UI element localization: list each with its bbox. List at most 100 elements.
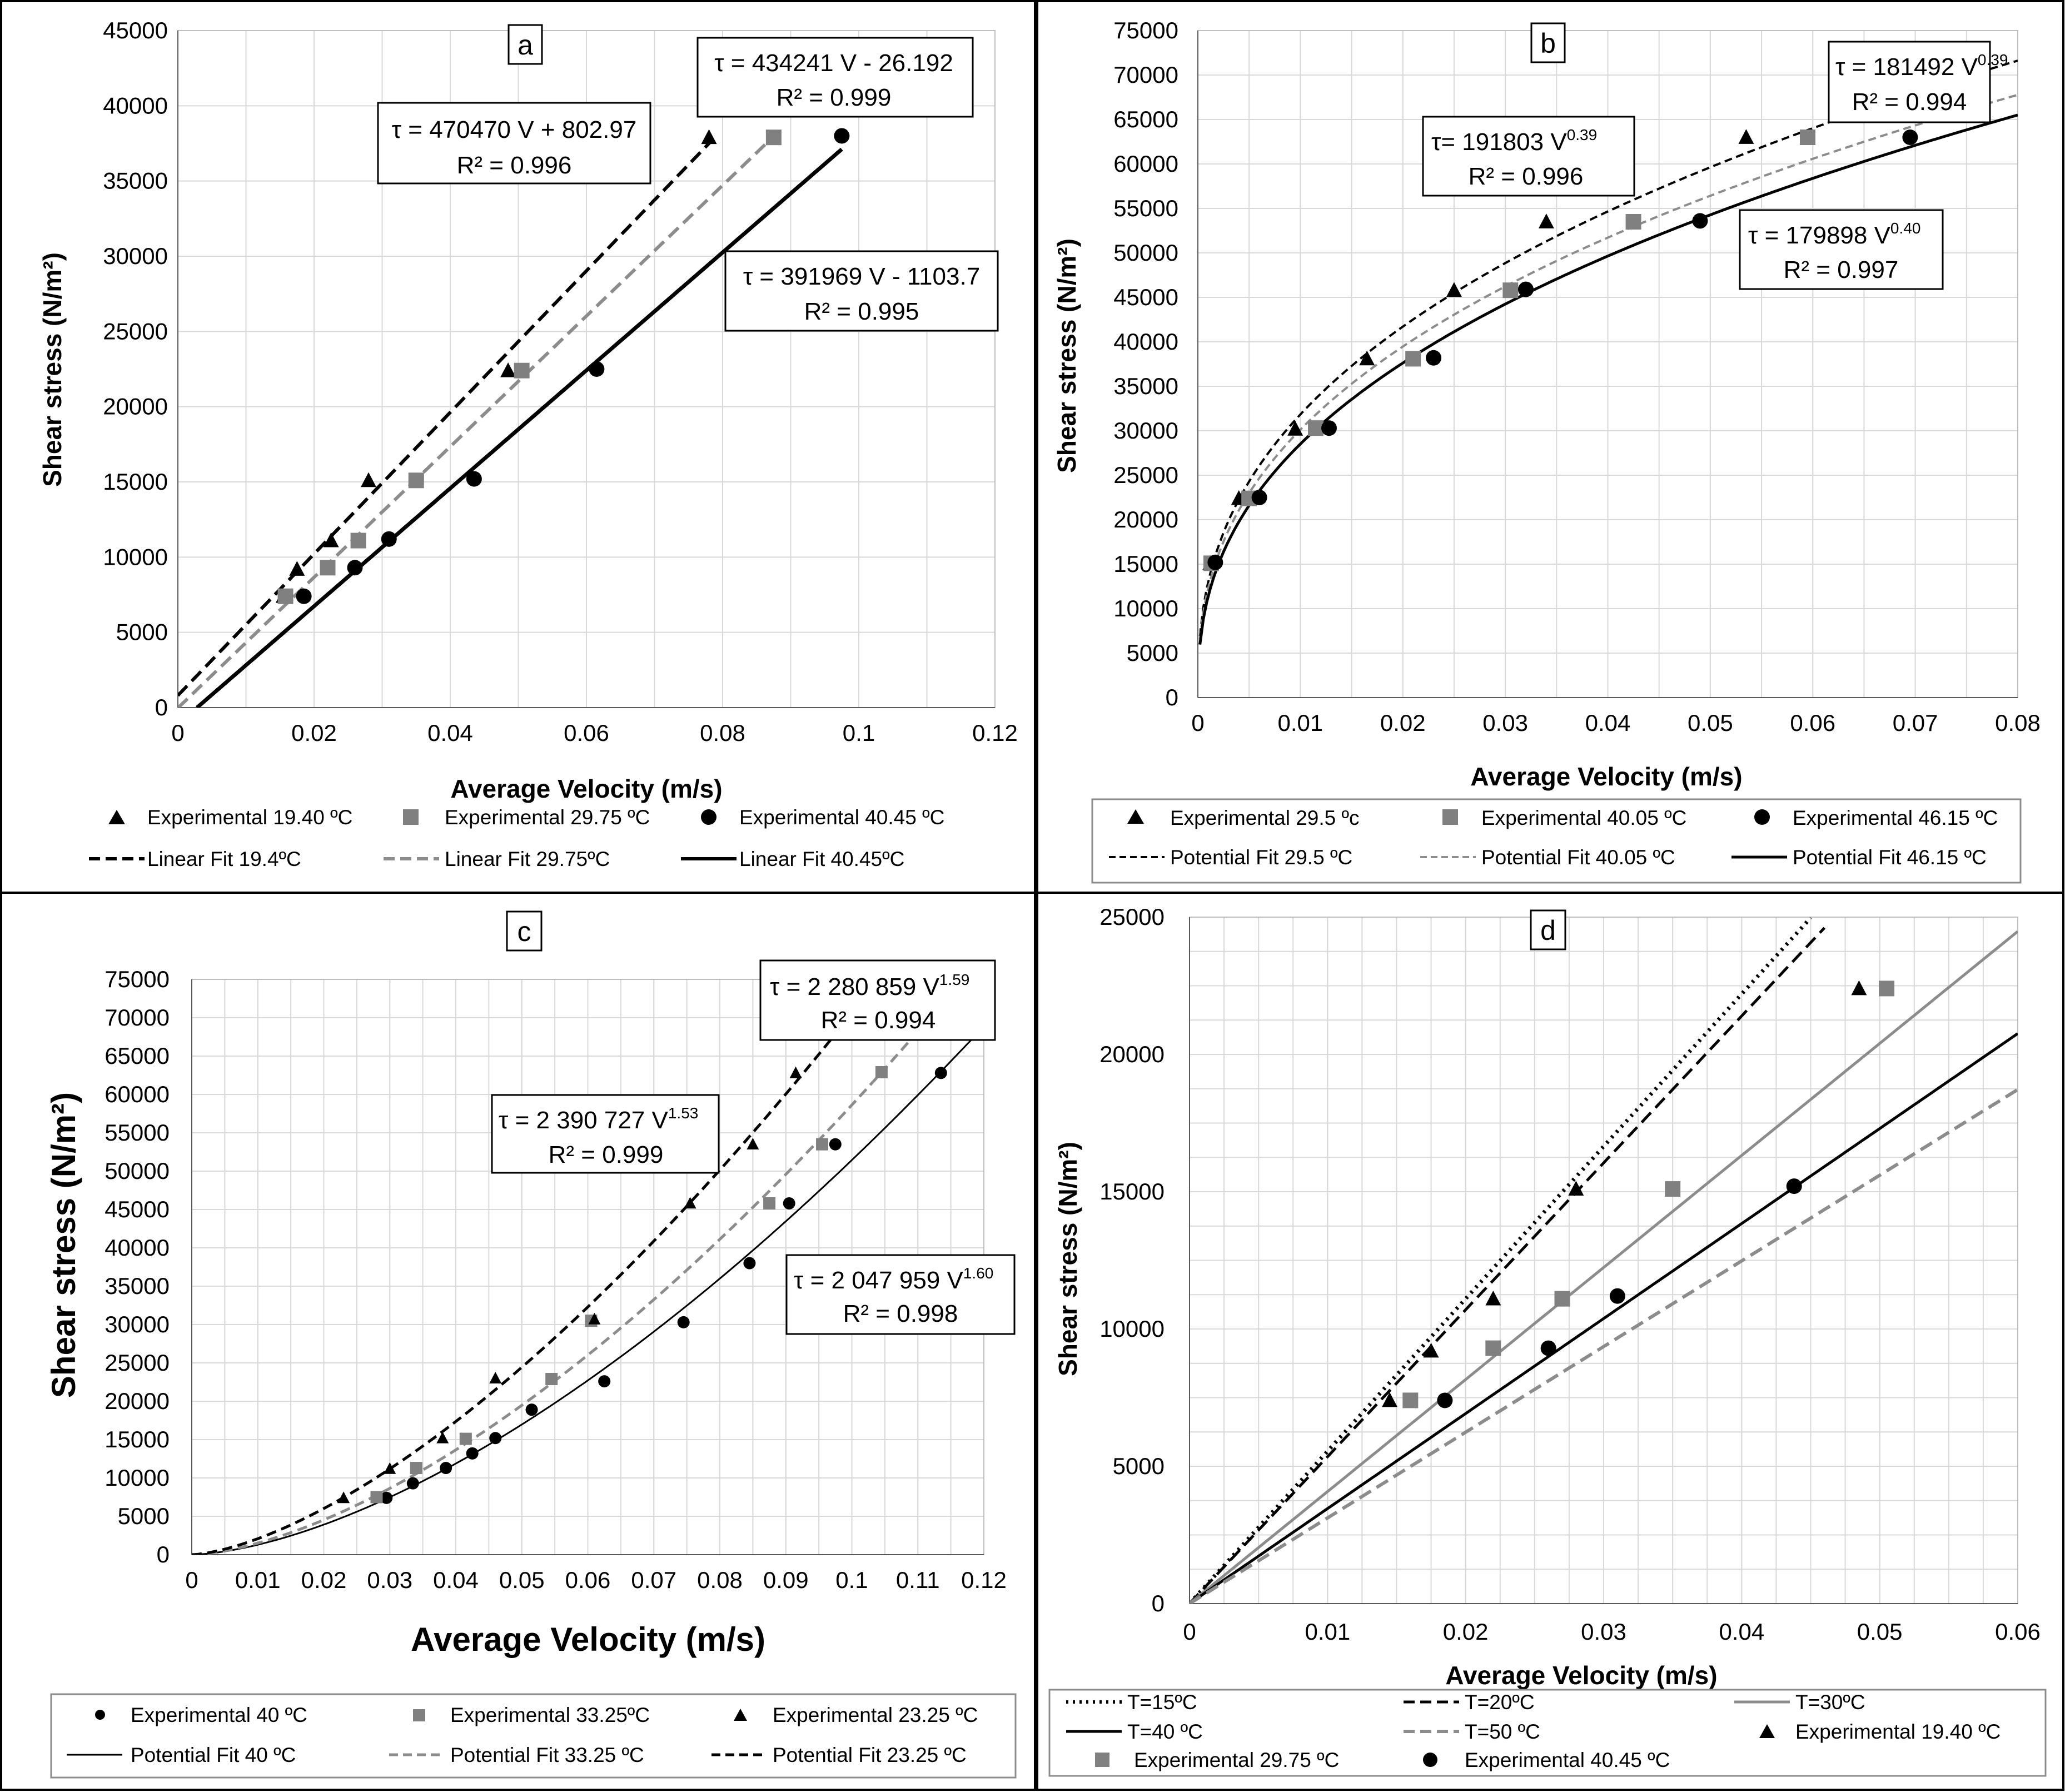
- x-tick-label: 0.02: [301, 1567, 347, 1593]
- panel-d-data-points: [1382, 980, 1895, 1408]
- data-point-circle: [1692, 213, 1708, 229]
- data-point-triangle: [1851, 980, 1867, 995]
- data-point-circle: [347, 560, 363, 576]
- data-point-triangle: [1359, 350, 1375, 366]
- x-tick-label: 0.03: [1482, 710, 1528, 736]
- data-point-triangle: [289, 561, 305, 576]
- data-point-triangle: [1538, 213, 1554, 228]
- x-tick-label: 0: [1183, 1619, 1196, 1645]
- data-point-circle: [677, 1316, 690, 1328]
- data-point-circle: [934, 1067, 947, 1079]
- y-tick-label: 75000: [1113, 17, 1178, 43]
- fit-line: [1190, 917, 1813, 1604]
- x-tick-label: 0: [171, 720, 184, 746]
- legend-marker-circle: [95, 1710, 105, 1720]
- x-tick-label: 0: [1191, 710, 1204, 736]
- x-tick-label: 0.08: [1995, 710, 2041, 736]
- data-point-triangle: [1568, 1181, 1584, 1196]
- x-tick-label: 0.09: [763, 1567, 809, 1593]
- x-tick-label: 0.05: [499, 1567, 545, 1593]
- y-tick-label: 45000: [1113, 284, 1178, 310]
- y-tick-label: 0: [1152, 1590, 1165, 1616]
- legend-label: Experimental 33.25ºC: [450, 1704, 650, 1726]
- equation-exponent: 0.40: [1890, 220, 1921, 237]
- y-tick-label: 45000: [105, 1196, 170, 1222]
- y-tick-label: 10000: [103, 544, 168, 570]
- data-point-square: [875, 1066, 888, 1078]
- y-tick-label: 25000: [1099, 904, 1165, 930]
- r-squared: R² = 0.995: [804, 298, 919, 325]
- data-point-triangle: [489, 1372, 502, 1383]
- legend-label: Potential Fit 40 ºC: [131, 1744, 296, 1766]
- panel-d-x-axis-title: Average Velocity (m/s): [1445, 1661, 1717, 1690]
- panel-a-y-axis-title: Shear stress (N/m²): [38, 252, 67, 487]
- legend-label: Experimental 29.5 ºc: [1170, 807, 1360, 829]
- panel-d-tick-labels: 0 5000 10000 15000 20000 25000 0 0.01 0.02 0.03 0.…: [1099, 904, 2041, 1645]
- data-point-circle: [381, 531, 397, 547]
- data-point-circle: [1251, 490, 1267, 505]
- data-point-triangle: [1446, 282, 1462, 297]
- y-tick-label: 20000: [105, 1388, 170, 1414]
- fit-line: [1198, 59, 2018, 636]
- equation-text: τ = 181492 V: [1835, 53, 1978, 81]
- fit-line: [192, 1026, 984, 1555]
- legend-marker-triangle: [108, 810, 125, 824]
- equation-exponent: 1.53: [668, 1104, 699, 1122]
- panel-d-label-box: [1530, 909, 1566, 950]
- data-point-circle: [1902, 130, 1918, 145]
- data-point-square: [459, 1432, 472, 1445]
- x-tick-label: 0.08: [697, 1567, 743, 1593]
- panel-b: 0 5000 10000 15000 20000 25000 30000 35000 40000…: [1036, 0, 2064, 894]
- panel-a-fit-lines: [178, 135, 843, 708]
- panel-b-label: b: [1540, 28, 1556, 59]
- y-tick-label: 45000: [103, 17, 168, 43]
- panel-a-equation-1: τ = 470470 V + 802.97 R² = 0.996: [377, 102, 651, 185]
- equation-line: τ = 2 280 859 V1.59: [770, 971, 969, 1000]
- y-tick-label: 35000: [1113, 373, 1178, 399]
- fit-line: [1198, 93, 2018, 640]
- data-point-triangle: [588, 1312, 601, 1325]
- fit-line: [1198, 113, 2018, 645]
- data-point-triangle: [684, 1197, 696, 1209]
- equation-line: τ = 2 047 959 V1.60: [794, 1265, 993, 1294]
- legend-marker-square: [1095, 1753, 1109, 1767]
- equation-line: τ= 191803 V0.39: [1431, 126, 1597, 156]
- fit-line: [178, 138, 714, 697]
- equation-exponent: 0.39: [1567, 126, 1598, 143]
- y-tick-label: 75000: [105, 966, 170, 992]
- x-tick-label: 0.02: [1443, 1619, 1489, 1645]
- data-point-square: [277, 588, 293, 604]
- y-tick-label: 30000: [105, 1311, 170, 1337]
- data-point-triangle: [747, 1138, 759, 1150]
- data-point-triangle: [323, 532, 339, 547]
- y-tick-label: 70000: [105, 1004, 170, 1031]
- data-point-circle: [1540, 1340, 1556, 1356]
- data-point-triangle: [1738, 129, 1754, 144]
- panel-c-data-points: [337, 1066, 947, 1504]
- panel-a-label: a: [518, 29, 533, 61]
- x-tick-label: 0: [185, 1567, 198, 1593]
- r-squared: R² = 0.994: [821, 1007, 936, 1034]
- panel-c: 0 5000 10000 15000 20000 25000 30000 35000 40000…: [0, 892, 1036, 1791]
- x-tick-label: 0.04: [433, 1567, 479, 1593]
- legend-marker-square: [1442, 809, 1458, 825]
- data-point-circle: [1321, 420, 1337, 436]
- y-tick-label: 15000: [105, 1426, 170, 1452]
- panel-a-legend: Experimental 19.40 ºC Experimental 29.75…: [89, 806, 944, 870]
- data-point-circle: [1437, 1392, 1453, 1408]
- data-point-circle: [489, 1432, 502, 1445]
- legend-marker-circle: [1423, 1753, 1437, 1767]
- data-point-triangle: [1382, 1392, 1398, 1407]
- x-tick-label: 0.07: [1893, 710, 1938, 736]
- data-point-circle: [466, 1447, 479, 1460]
- data-point-circle: [296, 588, 312, 604]
- data-point-circle: [783, 1197, 795, 1209]
- legend-label: Experimental 23.25 ºC: [773, 1704, 978, 1726]
- data-point-square: [1405, 351, 1421, 367]
- panel-b-equation-2: τ = 181492 V0.39 R² = 0.994: [1828, 41, 2008, 123]
- y-tick-label: 60000: [105, 1081, 170, 1107]
- legend-marker-triangle: [1127, 809, 1144, 824]
- fit-line: [1190, 1088, 2018, 1604]
- fit-line: [1190, 927, 1826, 1604]
